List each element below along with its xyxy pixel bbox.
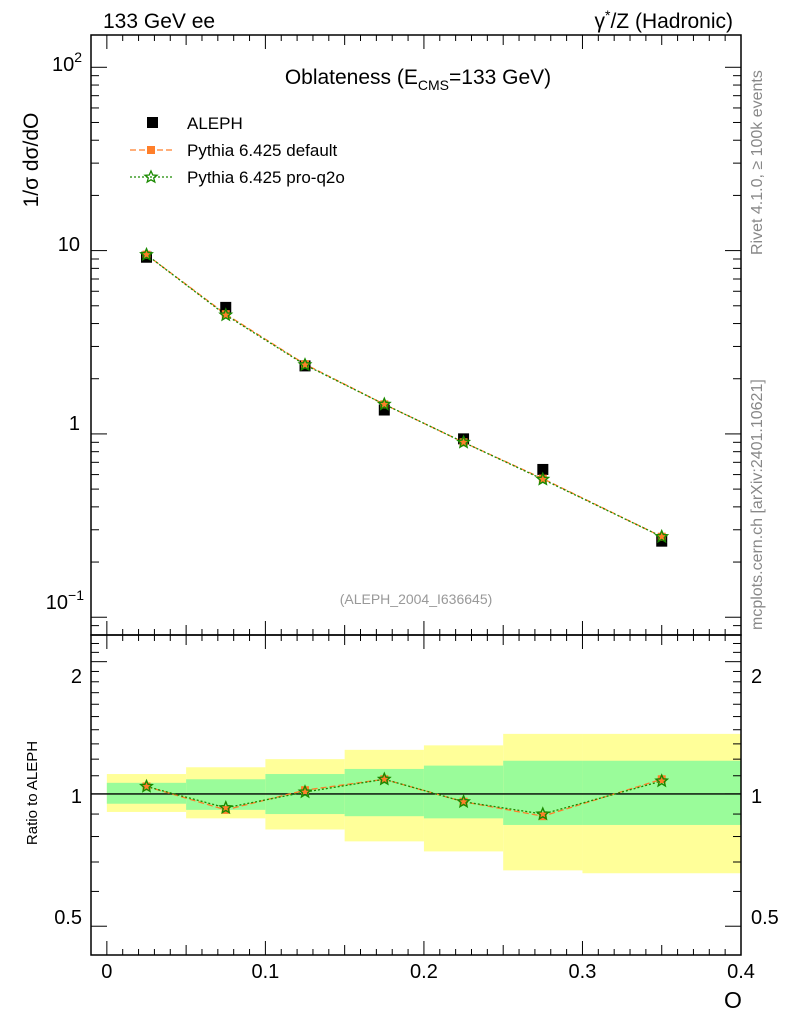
- ratio-pythia-default-point: [142, 782, 151, 791]
- legend: ALEPH Pythia 6.425 default Pythia 6.425 …: [130, 114, 345, 187]
- band-inner-bin-4: [423, 765, 504, 819]
- legend-label-pythia-default: Pythia 6.425 default: [187, 141, 338, 160]
- ratio-ytick-label-0.5: 0.5: [54, 907, 82, 929]
- ratio-pythia-proq2o-point: [297, 784, 313, 799]
- aleph-point: [537, 463, 549, 475]
- ratio-pythia-default-point: [459, 797, 468, 806]
- ratio-pythia-proq2o-point: [654, 773, 670, 788]
- band-inner-bin-0: [106, 782, 187, 804]
- legend-marker-aleph: [147, 117, 158, 128]
- mcplots-label: mcplots.cern.ch [arXiv:2401.10621]: [749, 379, 766, 630]
- pythia-proq2o-point: [218, 307, 234, 322]
- aleph-point: [220, 301, 232, 313]
- ratio-series: [139, 771, 670, 821]
- xtick-labels: 0 0.1 0.2 0.3 0.4: [101, 961, 755, 983]
- ratio-ylabel: Ratio to ALEPH: [24, 741, 41, 845]
- band-inner-bin-6: [582, 760, 741, 825]
- ratio-ytick-label-right-0.5: 0.5: [751, 907, 779, 929]
- xtick-label: 0.2: [410, 961, 438, 983]
- pythia-proq2o-point: [456, 434, 472, 449]
- legend-label-pythia-proq2o: Pythia 6.425 pro-q2o: [187, 168, 345, 187]
- ratio-pythia-default-point: [380, 775, 389, 784]
- xtick-label: 0: [101, 961, 112, 983]
- ratio-pythia-default-point: [301, 786, 310, 795]
- pythia-default-point: [301, 360, 310, 369]
- pythia-proq2o-point: [654, 528, 670, 544]
- pythia-proq2o-line: [146, 254, 663, 538]
- aleph-point: [378, 404, 390, 416]
- rivet-version-label: Rivet 4.1.0, ≥ 100k events: [749, 70, 766, 255]
- aleph-point: [656, 535, 668, 547]
- ratio-plot-frame: [90, 634, 742, 956]
- pythia-default-point: [142, 250, 151, 259]
- ratio-ytick-label-2: 2: [71, 666, 82, 688]
- ratio-pythia-proq2o-point: [139, 778, 154, 793]
- pythia-default-point: [380, 400, 389, 409]
- ytick-label-10: 10: [58, 234, 80, 256]
- pythia-default-line: [146, 254, 663, 538]
- ratio-axis-ticks: [91, 635, 742, 955]
- ratio-pythia-proq2o-point: [456, 793, 472, 809]
- ratio-pythia-proq2o-point: [218, 799, 234, 815]
- ratio-pythia-proq2o-point: [376, 771, 392, 786]
- pythia-default-point: [538, 474, 547, 483]
- pythia-proq2o-point: [535, 471, 551, 486]
- uncertainty-bands: [91, 733, 741, 874]
- main-ylabel: 1/σ dσ/dO: [20, 113, 43, 208]
- pythia-proq2o-point: [297, 357, 313, 372]
- ratio-ytick-label-1: 1: [71, 786, 82, 808]
- ratio-ytick-label-right-2: 2: [751, 666, 762, 688]
- main-series: [139, 246, 670, 547]
- legend-marker-pythia-proq2o: [143, 169, 159, 184]
- xlabel: O: [724, 987, 742, 1013]
- pythia-proq2o-point: [376, 396, 392, 411]
- header-left: 133 GeV ee: [103, 10, 215, 33]
- legend-label-aleph: ALEPH: [187, 114, 243, 133]
- pythia-default-point: [459, 438, 468, 447]
- header-right: γ*/Z (Hadronic): [595, 7, 733, 33]
- pythia-default-point: [657, 532, 666, 541]
- analysis-label: (ALEPH_2004_I636645): [340, 591, 493, 607]
- ratio-pythia-default-point: [657, 775, 666, 784]
- xtick-label: 0.1: [251, 961, 279, 983]
- legend-marker-pythia-default: [147, 146, 155, 154]
- ytick-label-0.1: 10−1: [46, 587, 84, 614]
- ratio-ytick-label-right-1: 1: [751, 786, 762, 808]
- ratio-pythia-proq2o-point: [535, 806, 551, 821]
- xtick-label: 0.3: [569, 961, 597, 983]
- pythia-proq2o-point: [139, 246, 154, 261]
- xtick-label: 0.4: [727, 961, 755, 983]
- main-axis-ticks: [91, 35, 742, 636]
- ytick-label-100: 102: [52, 49, 82, 76]
- plot-title: Oblateness (ECMS=133 GeV): [285, 66, 551, 93]
- ytick-label-1: 1: [69, 413, 80, 435]
- pythia-default-point: [221, 310, 230, 319]
